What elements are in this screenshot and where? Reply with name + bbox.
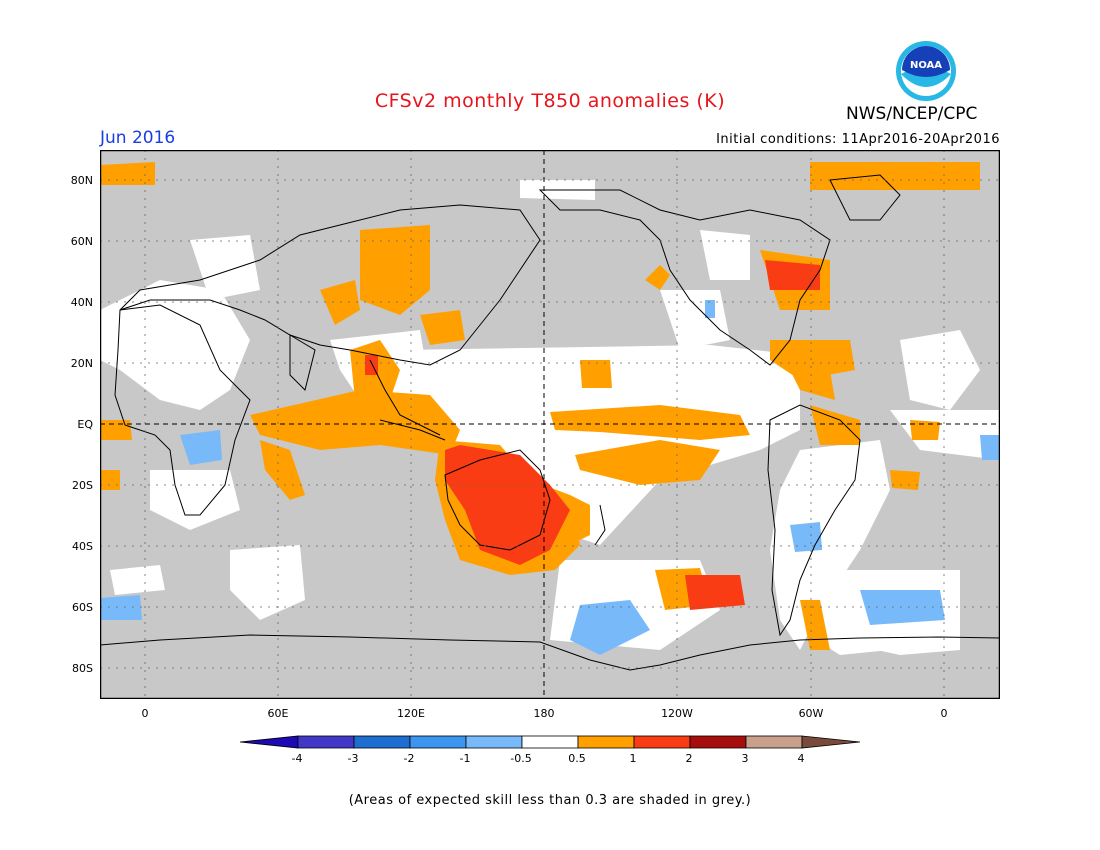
colorbar-swatch — [577, 735, 635, 749]
lon-label: 180 — [533, 707, 555, 720]
colorbar-label: 4 — [797, 752, 805, 765]
colorbar-swatch — [745, 735, 803, 749]
colorbar — [240, 735, 860, 749]
lat-label: 40N — [70, 296, 93, 309]
forecast-month: Jun 2016 — [100, 128, 176, 148]
colorbar-swatch — [409, 735, 467, 749]
anomaly-map — [100, 150, 1000, 699]
colorbar-label: -1 — [459, 752, 471, 765]
lat-label: 60N — [70, 235, 93, 248]
warm-anomaly-red — [365, 260, 820, 610]
svg-text:NOAA: NOAA — [910, 60, 942, 71]
colorbar-label: 1 — [629, 752, 637, 765]
lon-label: 120E — [397, 707, 425, 720]
initial-conditions-label: Initial conditions: 11Apr2016-20Apr2016 — [716, 132, 1000, 147]
colorbar-label: 0.5 — [568, 752, 586, 765]
chart-title: CFSv2 monthly T850 anomalies (K) — [374, 90, 726, 112]
agency-label: NWS/NCEP/CPC — [846, 104, 978, 124]
lon-label: 120W — [661, 707, 693, 720]
colorbar-label: -3 — [347, 752, 359, 765]
colorbar-end-low — [240, 735, 299, 749]
lon-label: 60E — [267, 707, 289, 720]
colorbar-swatch — [689, 735, 747, 749]
lat-label: 60S — [72, 601, 93, 614]
colorbar-label: -2 — [403, 752, 415, 765]
colorbar-swatch — [353, 735, 411, 749]
colorbar-swatch — [465, 735, 523, 749]
noaa-logo-icon: NOAA — [896, 41, 956, 101]
colorbar-label: 2 — [685, 752, 693, 765]
lat-label: 40S — [72, 540, 93, 553]
colorbar-swatch — [633, 735, 691, 749]
colorbar-label: -4 — [291, 752, 303, 765]
lat-label: EQ — [77, 418, 93, 431]
map-frame — [100, 150, 1000, 699]
colorbar-swatch — [521, 735, 579, 749]
gridlines — [100, 150, 1000, 699]
colorbar-label: -0.5 — [510, 752, 532, 765]
colorbar-label: 3 — [741, 752, 749, 765]
lon-label: 0 — [141, 707, 149, 720]
colorbar-swatch — [297, 735, 355, 749]
lat-label: 20N — [70, 357, 93, 370]
lon-label: 0 — [940, 707, 948, 720]
colorbar-end-high — [801, 735, 860, 749]
lat-label: 80S — [72, 662, 93, 675]
lat-label: 80N — [70, 174, 93, 187]
lat-label: 20S — [72, 479, 93, 492]
cool-anomaly-blue — [100, 300, 1000, 655]
coastlines — [100, 174, 1000, 671]
lon-label: 60W — [798, 707, 824, 720]
footnote: (Areas of expected skill less than 0.3 a… — [348, 793, 752, 808]
